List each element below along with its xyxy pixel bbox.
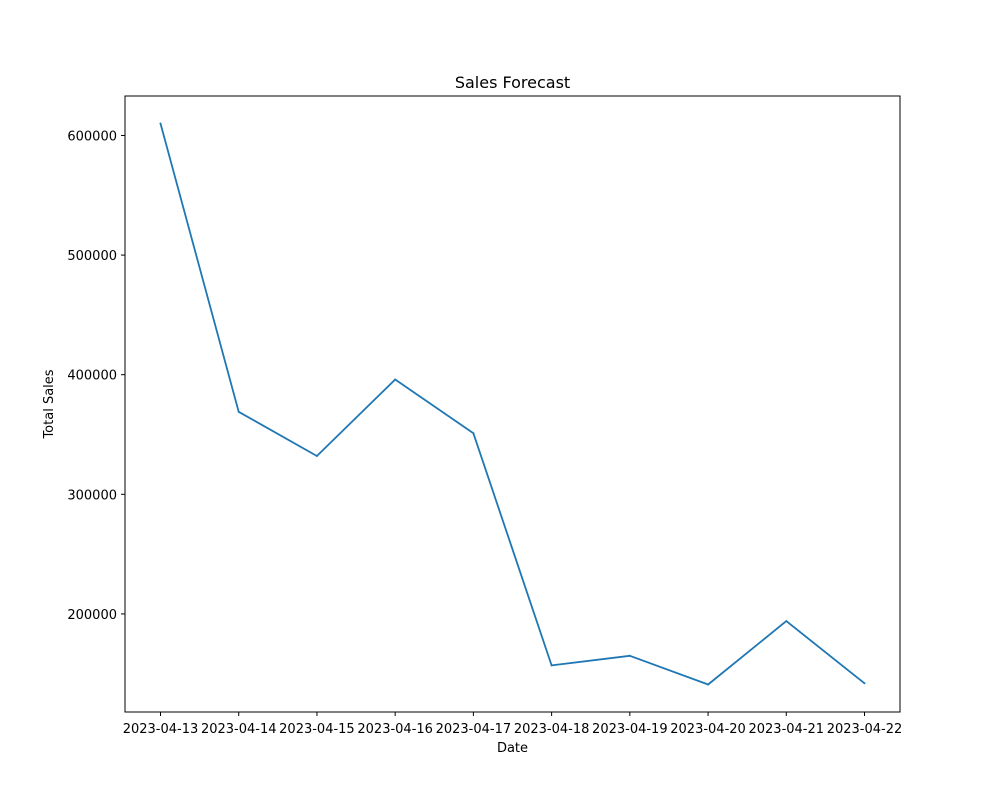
data-point	[707, 683, 710, 686]
x-tick-label: 2023-04-18	[514, 722, 590, 737]
data-point	[394, 378, 397, 381]
y-tick-label: 500000	[67, 249, 117, 264]
x-axis-title: Date	[497, 741, 528, 756]
x-tick-label: 2023-04-13	[123, 722, 199, 737]
data-point	[472, 432, 475, 435]
x-tick-label: 2023-04-22	[827, 722, 903, 737]
x-tick-label: 2023-04-15	[279, 722, 355, 737]
x-tick-label: 2023-04-19	[592, 722, 668, 737]
y-axis-title: Total Sales	[42, 369, 57, 439]
data-point	[628, 654, 631, 657]
data-point	[159, 122, 162, 125]
x-axis: 2023-04-13 2023-04-14 2023-04-15 2023-04-16…	[123, 712, 903, 737]
x-tick-label: 2023-04-20	[670, 722, 746, 737]
data-point	[785, 620, 788, 623]
data-point	[550, 664, 553, 667]
data-point	[863, 682, 866, 685]
y-tick-label: 400000	[67, 369, 117, 384]
series-layer	[159, 122, 866, 686]
chart-title: Sales Forecast	[455, 73, 570, 92]
y-tick-label: 300000	[67, 488, 117, 503]
data-point	[315, 455, 318, 458]
y-tick-label: 200000	[67, 608, 117, 623]
data-point	[237, 410, 240, 413]
y-tick-label: 600000	[67, 129, 117, 144]
x-tick-label: 2023-04-21	[748, 722, 824, 737]
sales-series-line	[159, 123, 866, 686]
x-tick-label: 2023-04-14	[201, 722, 277, 737]
x-tick-label: 2023-04-17	[436, 722, 512, 737]
x-tick-label: 2023-04-16	[357, 722, 433, 737]
plot-area	[124, 95, 901, 713]
y-axis: 200000 300000 400000 500000 600000	[67, 129, 125, 623]
